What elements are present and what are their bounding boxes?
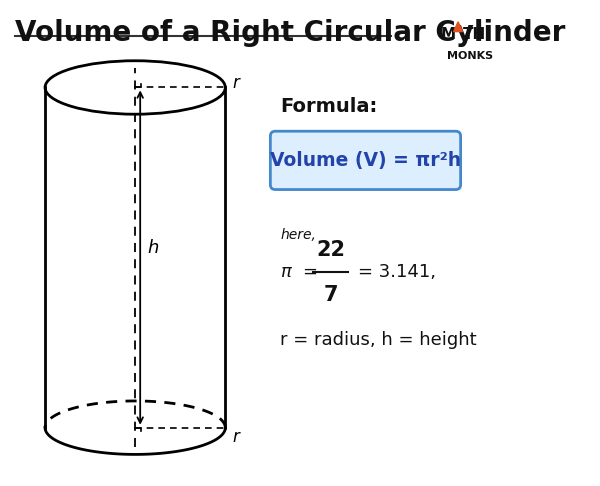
Text: TH: TH xyxy=(463,27,487,42)
Text: 22: 22 xyxy=(316,240,345,260)
Text: Volume (V) = πr²h: Volume (V) = πr²h xyxy=(270,151,461,170)
Text: Formula:: Formula: xyxy=(280,97,377,116)
Text: = 3.141,: = 3.141, xyxy=(358,263,436,281)
Text: h: h xyxy=(148,239,159,257)
Polygon shape xyxy=(454,22,463,32)
Text: r = radius, h = height: r = radius, h = height xyxy=(280,331,477,349)
Text: Volume of a Right Circular Cylinder: Volume of a Right Circular Cylinder xyxy=(15,19,565,48)
Text: here,: here, xyxy=(280,228,316,243)
Text: r: r xyxy=(233,73,239,92)
Text: 7: 7 xyxy=(323,285,338,306)
Text: M: M xyxy=(440,27,456,42)
Text: $\pi$  =: $\pi$ = xyxy=(280,263,318,281)
FancyBboxPatch shape xyxy=(271,131,461,190)
Text: MONKS: MONKS xyxy=(447,51,493,61)
Text: r: r xyxy=(233,428,239,447)
